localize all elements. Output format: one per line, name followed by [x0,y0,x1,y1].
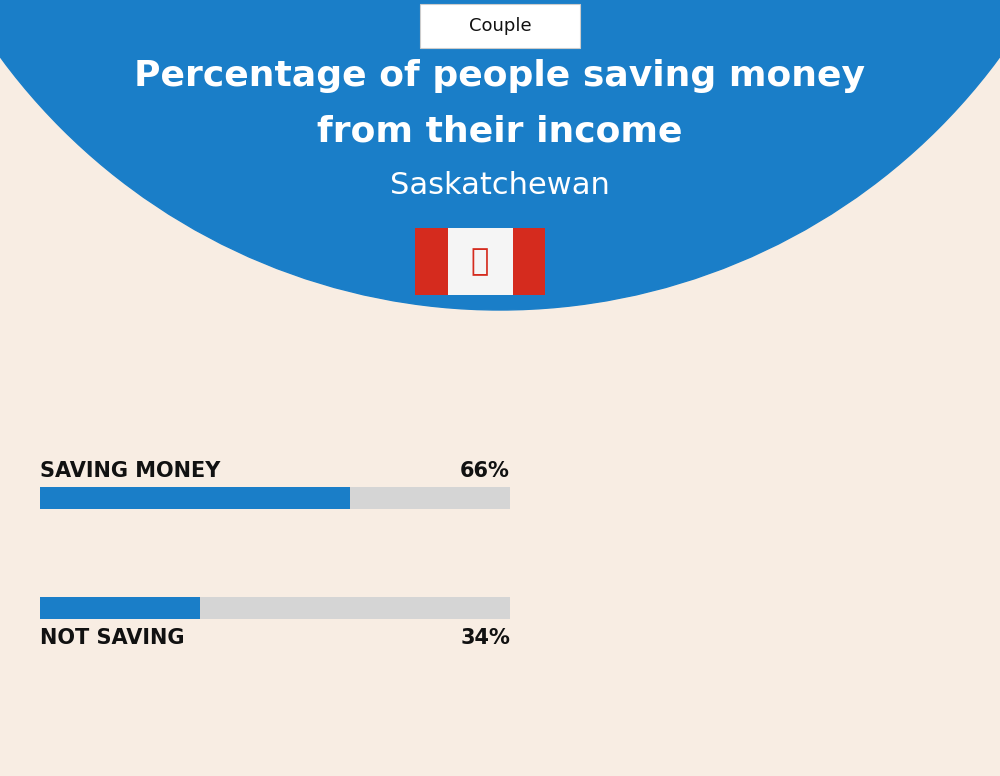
Text: 34%: 34% [460,628,510,648]
Bar [40,597,200,619]
Text: Couple: Couple [469,17,531,35]
Bar [415,228,448,295]
Text: Percentage of people saving money: Percentage of people saving money [134,59,866,93]
Bar [40,487,350,509]
Text: 🍁: 🍁 [471,247,489,276]
Circle shape [0,0,1000,310]
Text: from their income: from their income [317,114,683,148]
Text: Saskatchewan: Saskatchewan [390,171,610,200]
Bar [40,597,510,619]
Text: SAVING MONEY: SAVING MONEY [40,461,220,481]
Bar [415,228,545,295]
Bar [512,228,545,295]
Bar [0,0,1000,50]
Bar [40,487,510,509]
FancyBboxPatch shape [420,4,580,48]
Text: 66%: 66% [460,461,510,481]
Text: NOT SAVING: NOT SAVING [40,628,184,648]
